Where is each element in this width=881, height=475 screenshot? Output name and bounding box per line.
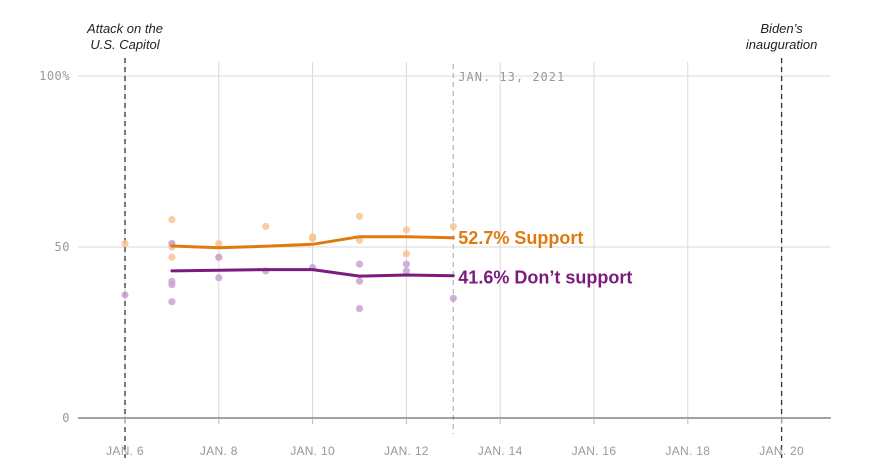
series-end-label: 41.6% Don’t support [458,268,632,288]
poll-dot [402,267,410,275]
trend-line [170,235,455,250]
poll-dot [168,298,176,306]
poll-dot [402,250,410,258]
y-tick-label: 50 [55,240,70,254]
x-tick-label: JAN. 8 [200,444,238,458]
poll-dot [168,253,176,261]
x-tick-label: JAN. 12 [384,444,429,458]
y-tick-label: 0 [62,411,70,425]
poll-dots [121,212,457,313]
event-label: Biden’s [760,21,803,36]
poll-dot [355,304,364,313]
current-date-marker: JAN. 13, 2021 [452,64,565,434]
axes: 0 50 100% JAN. 6 JAN. 8 JAN. 10 JAN. 12 JAN. 14… [39,69,831,458]
trend-lines [170,235,455,278]
poll-dot [355,260,364,268]
poll-dot [402,226,410,234]
poll-dot [355,212,364,220]
poll-dot [215,253,223,261]
x-tick-label: JAN. 14 [478,444,523,458]
poll-dot [215,239,223,248]
x-tick-label: JAN. 10 [290,444,335,458]
x-tick-label: JAN. 6 [106,444,144,458]
poll-dot [262,222,270,231]
x-tick-label: JAN. 20 [759,444,804,458]
event-label: Attack on the [86,21,163,36]
series-labels: 52.7% Support 41.6% Don’t support [458,228,632,288]
poll-dot [121,239,129,248]
event-label: inauguration [746,37,818,52]
poll-dot [215,274,223,282]
event-label: U.S. Capitol [90,37,160,52]
poll-dot [309,234,317,243]
series-end-label: 52.7% Support [458,228,583,248]
poll-dot [168,216,176,224]
current-date-label: JAN. 13, 2021 [458,70,565,84]
x-tick-label: JAN. 16 [572,444,617,458]
grid [78,62,831,418]
poll-dot [402,260,410,268]
poll-dot [121,291,129,299]
y-tick-label: 100% [39,69,70,83]
poll-dot [355,277,364,285]
trend-line [170,268,455,278]
poll-dot [449,222,457,231]
x-tick-label: JAN. 18 [665,444,710,458]
poll-dot [449,294,457,302]
poll-dot [168,281,176,289]
